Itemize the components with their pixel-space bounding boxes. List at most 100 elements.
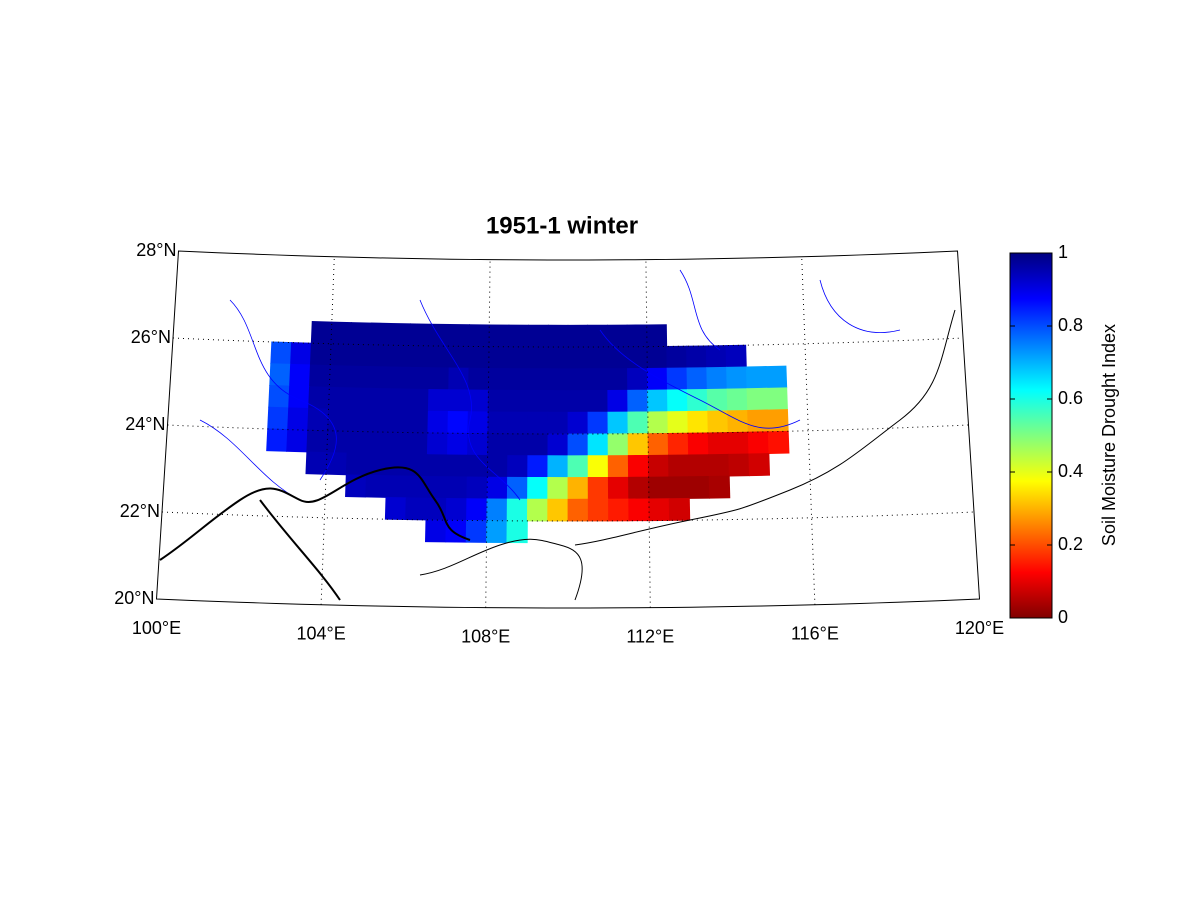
cell: [526, 498, 549, 522]
cell: [310, 321, 333, 345]
cell: [488, 346, 510, 369]
cell: [449, 323, 470, 347]
cell: [547, 390, 569, 413]
grid-line: [172, 337, 964, 348]
colorbar-tick-label: 0.8: [1058, 315, 1083, 335]
cell: [447, 432, 469, 456]
cell: [507, 411, 529, 435]
y-tick-label: 20°N: [114, 588, 154, 608]
cell: [686, 388, 709, 412]
cell: [567, 368, 589, 391]
cell: [347, 409, 369, 433]
cell: [269, 363, 291, 387]
cell: [467, 432, 489, 456]
cell: [466, 498, 488, 522]
cell: [465, 519, 488, 543]
map-frame: 100°E 104°E 108°E 112°E 116°E 120°E 20°N 22°N 24…: [114, 240, 1004, 647]
cell: [765, 365, 788, 389]
colorbar-tick-label: 1: [1058, 242, 1068, 262]
grid-line: [485, 259, 491, 608]
cell: [446, 476, 468, 500]
cell: [325, 452, 348, 476]
colorbar: [1009, 252, 1053, 619]
cell: [647, 454, 670, 478]
cell: [329, 343, 352, 367]
cell: [448, 345, 470, 369]
cell: [567, 411, 589, 435]
cell: [326, 430, 349, 454]
cell: [607, 411, 629, 435]
cell: [309, 364, 331, 388]
x-tick-label: 112°E: [626, 626, 674, 646]
cell: [405, 475, 428, 499]
cell: [707, 410, 729, 434]
cell: [446, 454, 468, 478]
cell: [667, 410, 689, 434]
cell: [705, 345, 727, 369]
cell: [428, 367, 450, 391]
cell: [287, 407, 309, 431]
cell: [266, 428, 289, 452]
river: [199, 269, 901, 501]
cell: [527, 411, 549, 435]
cell: [567, 498, 589, 522]
cell: [350, 322, 372, 346]
cell: [567, 390, 589, 413]
heatmap: [266, 321, 790, 544]
cell: [348, 365, 371, 389]
cell: [408, 366, 430, 390]
x-tick-label: 100°E: [132, 618, 181, 638]
cell: [647, 411, 669, 435]
cell: [547, 411, 569, 435]
cell: [486, 520, 508, 543]
cell: [384, 496, 407, 521]
cell: [507, 455, 529, 478]
cell: [425, 475, 448, 499]
cell: [288, 385, 310, 409]
cell: [706, 388, 729, 412]
cell: [427, 410, 449, 434]
cell: [626, 346, 648, 369]
cell: [767, 430, 790, 454]
cell: [567, 455, 589, 478]
cell: [368, 366, 391, 390]
cell: [648, 498, 670, 522]
cell: [528, 324, 549, 348]
colorbar-tick-label: 0.4: [1058, 461, 1083, 481]
cell: [607, 455, 629, 478]
cell: [527, 389, 549, 413]
cell: [425, 497, 448, 521]
cell: [428, 345, 450, 369]
cell: [487, 433, 509, 456]
cell: [270, 341, 292, 365]
cell: [290, 342, 312, 366]
cell: [289, 363, 311, 388]
y-tick-label: 24°N: [125, 414, 165, 434]
cell: [448, 367, 470, 391]
cell: [547, 368, 569, 391]
cell: [507, 433, 529, 457]
cell: [527, 368, 549, 391]
cell: [367, 409, 389, 433]
chart-title: 1951-1 winter: [486, 212, 638, 239]
cell: [628, 476, 650, 500]
cell: [766, 387, 788, 411]
cell: [388, 366, 410, 390]
cell: [307, 408, 329, 432]
cell: [628, 498, 650, 522]
x-tick-label: 116°E: [791, 624, 839, 644]
cell: [389, 344, 411, 368]
cell: [387, 409, 409, 434]
cell: [506, 520, 528, 544]
cell: [587, 455, 609, 478]
cell: [547, 455, 569, 478]
cell: [686, 345, 708, 369]
cell: [587, 346, 609, 370]
cell: [747, 409, 769, 433]
x-tick-label: 104°E: [296, 624, 345, 644]
grid-line: [161, 511, 975, 522]
cell: [547, 498, 569, 522]
cell: [389, 322, 411, 347]
cell: [445, 519, 467, 543]
